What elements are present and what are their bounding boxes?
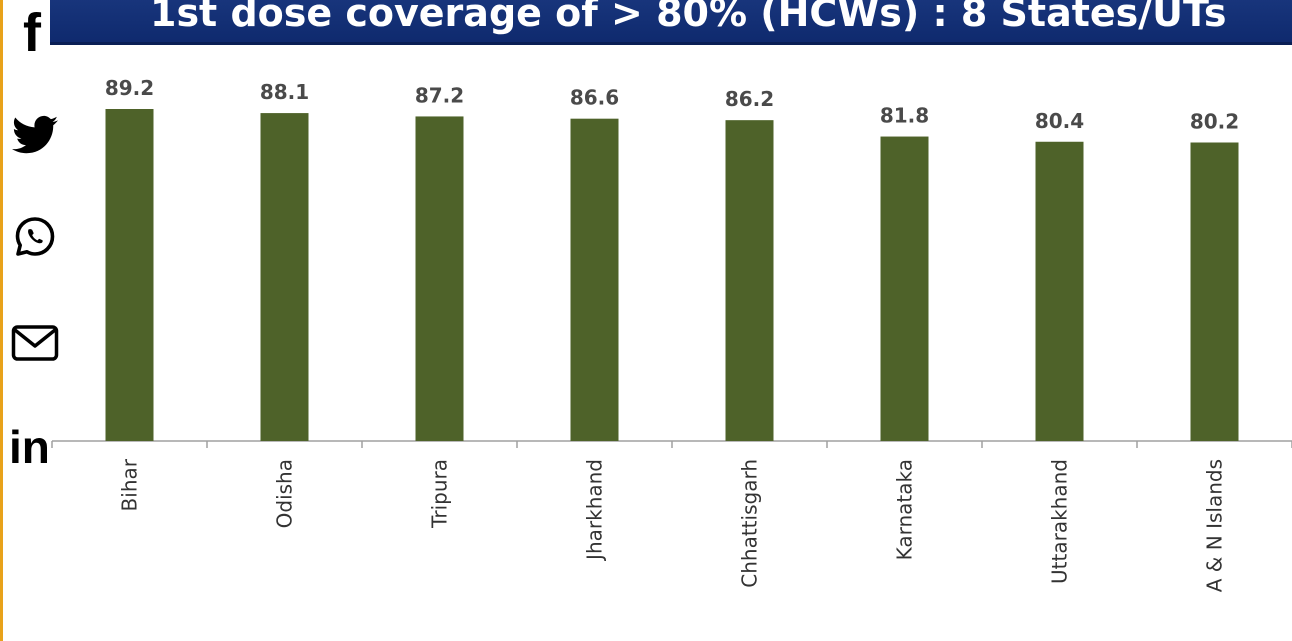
bar-jharkhand	[570, 118, 619, 442]
title-banner: 1st dose coverage of > 80% (HCWs) : 8 St…	[50, 0, 1292, 45]
category-label: Tripura	[428, 459, 452, 529]
category-label: Jharkhand	[583, 459, 607, 562]
bar-tripura	[415, 116, 464, 442]
facebook-glyph: f	[23, 5, 42, 57]
bar-odisha	[260, 113, 309, 441]
category-label: Odisha	[273, 459, 297, 528]
data-label: 80.4	[1035, 109, 1084, 133]
data-label: 86.2	[725, 87, 774, 111]
category-label: Chhattisgarh	[738, 459, 762, 588]
accent-line	[0, 0, 3, 641]
data-label: 87.2	[415, 83, 464, 107]
share-bar: f in	[4, 0, 64, 641]
bar-uttarakhand	[1035, 141, 1084, 441]
chart-title: 1st dose coverage of > 80% (HCWs) : 8 St…	[150, 0, 1227, 35]
linkedin-glyph: in	[9, 421, 50, 465]
email-share-button[interactable]	[8, 316, 62, 370]
data-label: 89.2	[105, 76, 154, 100]
category-label: Bihar	[118, 458, 142, 511]
facebook-icon: f	[23, 5, 42, 57]
facebook-share-button[interactable]: f	[8, 4, 62, 58]
twitter-icon	[12, 115, 58, 154]
bar-karnataka	[880, 136, 929, 441]
category-label: Uttarakhand	[1048, 459, 1072, 584]
category-label: A & N Islands	[1203, 459, 1227, 592]
whatsapp-share-button[interactable]	[8, 210, 62, 264]
email-icon	[11, 325, 59, 361]
category-label: Karnataka	[893, 459, 917, 560]
data-label: 86.6	[570, 86, 619, 110]
data-label: 80.2	[1190, 109, 1239, 133]
bar-bihar	[105, 109, 154, 441]
whatsapp-icon	[15, 217, 55, 256]
twitter-share-button[interactable]	[8, 108, 62, 162]
linkedin-icon: in	[9, 421, 50, 465]
linkedin-share-button[interactable]: in	[8, 416, 62, 470]
data-label: 88.1	[260, 80, 309, 104]
bar-chhattisgarh	[725, 120, 774, 441]
data-label: 81.8	[880, 104, 929, 128]
bar-a-n-islands	[1190, 142, 1239, 442]
